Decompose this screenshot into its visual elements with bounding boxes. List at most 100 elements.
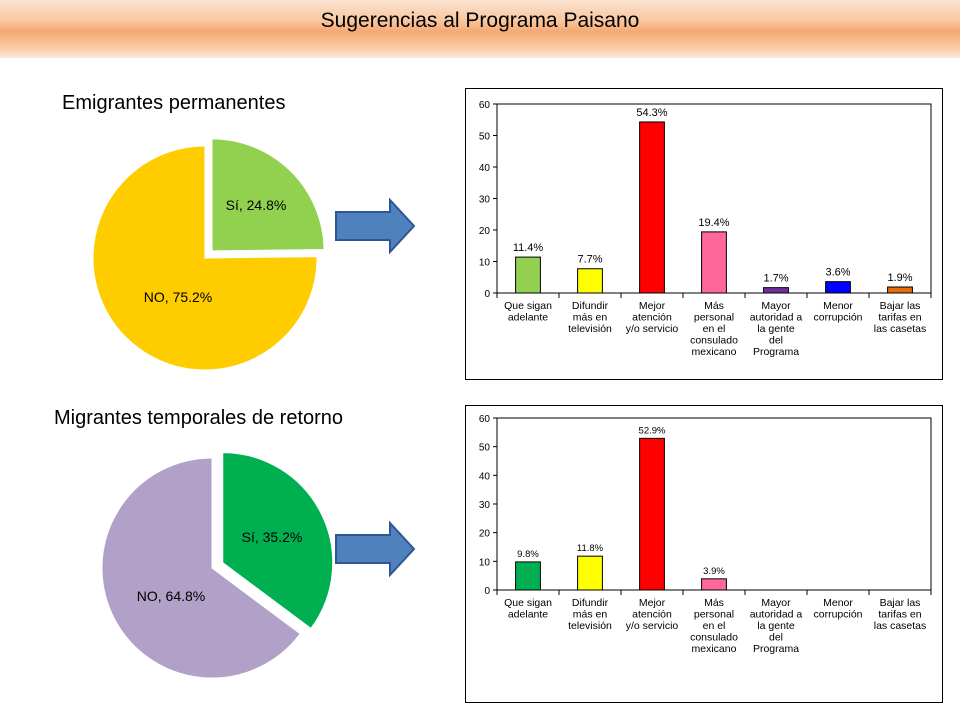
pie-slice [101, 457, 301, 679]
y-tick-label: 30 [479, 500, 491, 511]
data-label: 54.3% [636, 107, 667, 119]
x-category-label: las casetas [874, 323, 927, 335]
data-label: 11.8% [577, 543, 604, 554]
x-category-label: la gente [757, 620, 795, 632]
bar [639, 121, 665, 294]
pie-slice [92, 145, 318, 371]
x-category-label: Programa [753, 643, 799, 655]
x-category-label: más en [573, 609, 608, 621]
pie-label: Sí, 35.2% [242, 529, 303, 545]
y-tick-label: 30 [479, 195, 491, 206]
bar [577, 555, 603, 591]
y-tick-label: 60 [479, 100, 491, 111]
pie-chart-permanent: Sí, 24.8% NO, 75.2% [92, 138, 325, 371]
y-tick-label: 50 [479, 443, 491, 454]
bar [763, 287, 789, 294]
section-title-permanent: Emigrantes permanentes [62, 92, 286, 114]
x-category-label: Que sigan [504, 597, 552, 609]
x-category-label: las casetas [874, 620, 927, 632]
y-tick-label: 60 [479, 414, 491, 425]
bar [515, 256, 541, 294]
page-title: Sugerencias al Programa Paisano [320, 9, 640, 32]
x-category-label: Mejor [639, 597, 666, 609]
x-category-label: corrupción [813, 312, 862, 324]
x-category-label: atención [632, 609, 672, 621]
data-label: 52.9% [639, 425, 666, 436]
data-label: 7.7% [577, 254, 602, 266]
x-category-label: personal [694, 609, 734, 621]
x-category-label: y/o servicio [626, 620, 679, 632]
chart-border [465, 405, 943, 703]
pie-slices: Sí, 24.8% NO, 75.2% [92, 138, 325, 371]
x-category-label: y/o servicio [626, 323, 679, 335]
data-label: 3.6% [825, 267, 850, 279]
bar [639, 437, 665, 591]
x-category-label: Menor [823, 597, 853, 609]
bar [825, 281, 851, 294]
title-banner: Sugerencias al Programa Paisano [0, 0, 960, 58]
x-category-label: Más [704, 300, 724, 312]
x-category-label: consulado [690, 632, 738, 644]
section-title-temporary: Migrantes temporales de retorno [54, 407, 344, 429]
x-category-label: en el [703, 323, 726, 335]
bar [577, 268, 603, 294]
x-category-label: Difundir [572, 597, 609, 609]
x-category-label: autoridad a [750, 609, 803, 621]
y-tick-label: 40 [479, 471, 491, 482]
data-label: 9.8% [517, 549, 539, 560]
x-category-label: televisión [568, 323, 612, 335]
x-category-label: Bajar las [880, 597, 921, 609]
x-category-label: Mayor [761, 597, 791, 609]
x-category-label: tarifas en [878, 312, 921, 324]
x-category-label: la gente [757, 323, 795, 335]
bar [701, 578, 727, 591]
x-category-label: consulado [690, 335, 738, 347]
x-category-label: del [769, 632, 783, 644]
x-category-label: personal [694, 312, 734, 324]
x-category-label: del [769, 335, 783, 347]
pie-chart-temporary: Sí, 35.2% NO, 64.8% [101, 452, 334, 679]
x-category-label: mexicano [692, 643, 737, 655]
data-label: 19.4% [698, 217, 729, 229]
x-category-label: Que sigan [504, 300, 552, 312]
x-category-label: más en [573, 312, 608, 324]
data-label: 1.7% [763, 273, 788, 285]
y-tick-label: 50 [479, 132, 491, 143]
x-category-label: televisión [568, 620, 612, 632]
data-label: 1.9% [887, 272, 912, 284]
y-tick-label: 10 [479, 557, 491, 568]
y-tick-label: 0 [484, 289, 490, 300]
right-arrow-icon [335, 521, 416, 578]
x-category-label: tarifas en [878, 609, 921, 621]
x-category-label: Mejor [639, 300, 666, 312]
bar [515, 561, 541, 591]
y-tick-label: 40 [479, 163, 491, 174]
y-tick-label: 10 [479, 258, 491, 269]
x-category-label: adelante [508, 312, 548, 324]
bar [887, 286, 913, 294]
right-arrow-icon [335, 198, 416, 255]
x-category-label: atención [632, 312, 672, 324]
bar [701, 231, 727, 294]
pie-label: NO, 75.2% [144, 289, 212, 305]
x-category-label: en el [703, 620, 726, 632]
x-category-label: Más [704, 597, 724, 609]
x-category-label: mexicano [692, 346, 737, 358]
pie-slices: Sí, 35.2% NO, 64.8% [101, 452, 334, 679]
x-category-label: adelante [508, 609, 548, 621]
x-category-label: Programa [753, 346, 799, 358]
y-tick-label: 20 [479, 529, 491, 540]
x-category-label: Mayor [761, 300, 791, 312]
data-label: 11.4% [513, 242, 544, 254]
x-category-label: Menor [823, 300, 853, 312]
y-tick-label: 0 [484, 586, 490, 597]
x-category-label: corrupción [813, 609, 862, 621]
pie-label: Sí, 24.8% [226, 197, 287, 213]
x-category-label: autoridad a [750, 312, 803, 324]
pie-slice [211, 138, 325, 252]
pie-slice [222, 452, 334, 630]
